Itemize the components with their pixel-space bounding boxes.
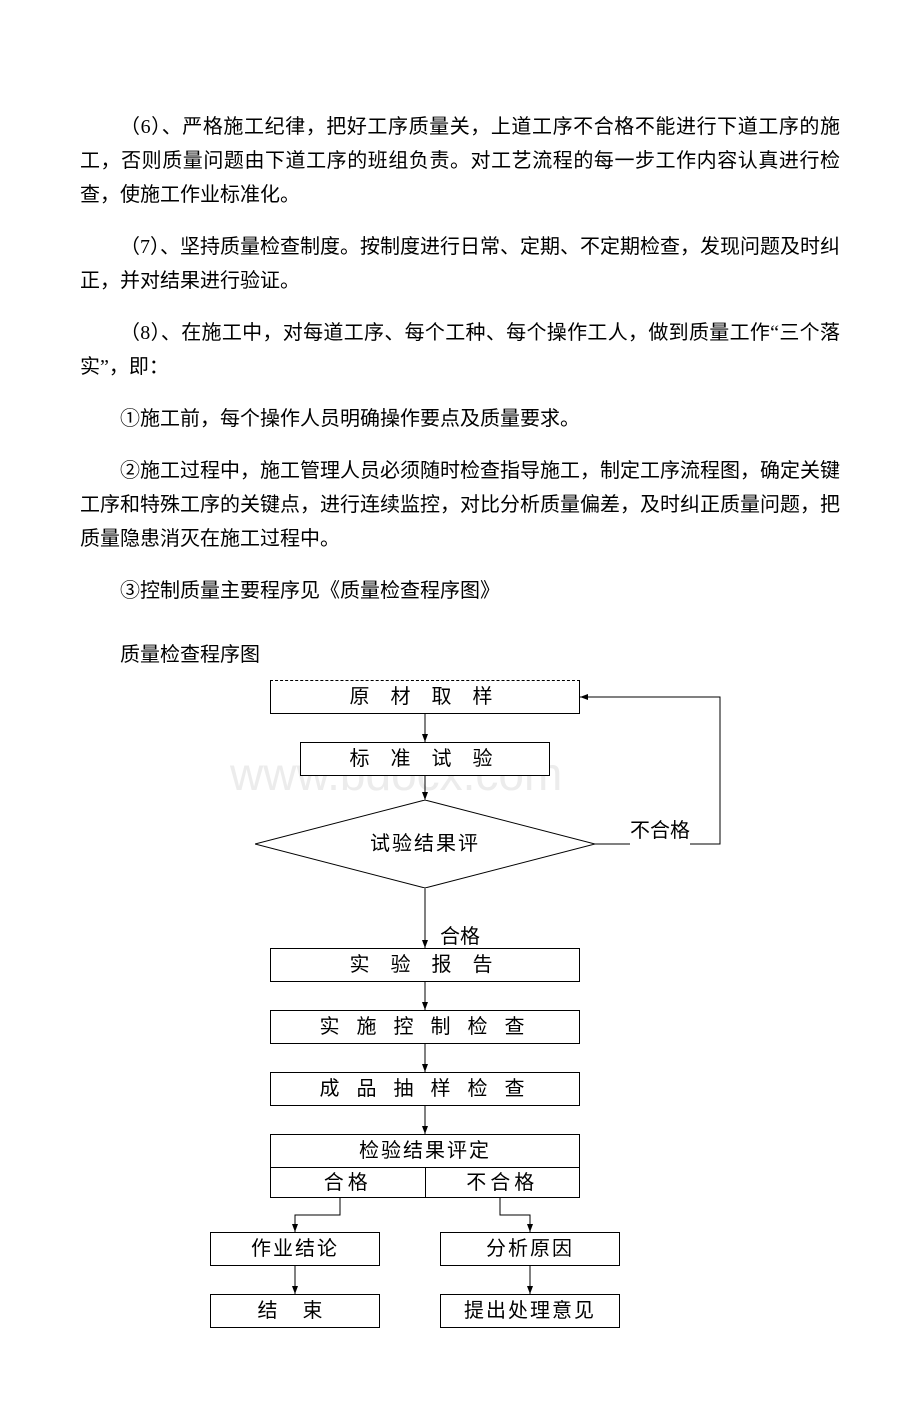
node-test-result-evaluation: 试验结果评 (255, 800, 595, 888)
split-fail: 不合格 (426, 1168, 580, 1197)
paragraph-8b: ②施工过程中，施工管理人员必须随时检查指导施工，制定工序流程图，确定关键工序和特… (80, 454, 840, 556)
node-end: 结 束 (210, 1294, 380, 1328)
node-product-sampling-inspection: 成 品 抽 样 检 查 (270, 1072, 580, 1106)
diamond-label: 试验结果评 (255, 800, 595, 888)
node-inspection-result-assessment: 检验结果评定 (270, 1134, 580, 1168)
node-operation-conclusion: 作业结论 (210, 1232, 380, 1266)
split-pass: 合格 (271, 1168, 425, 1197)
node-pass-fail-split: 合格 不合格 (270, 1168, 580, 1198)
flowchart-title: 质量检查程序图 (80, 638, 840, 672)
paragraph-7: （7）、坚持质量检查制度。按制度进行日常、定期、不定期检查，发现问题及时纠正，并… (80, 230, 840, 298)
paragraph-8: （8）、在施工中，对每道工序、每个工种、每个操作工人，做到质量工作“三个落实”，… (80, 316, 840, 384)
node-propose-handling-opinion: 提出处理意见 (440, 1294, 620, 1328)
node-analyze-cause: 分析原因 (440, 1232, 620, 1266)
node-implement-control-inspection: 实 施 控 制 检 查 (270, 1010, 580, 1044)
node-standard-test: 标 准 试 验 (300, 742, 550, 776)
node-experiment-report: 实 验 报 告 (270, 948, 580, 982)
paragraph-8a: ①施工前，每个操作人员明确操作要点及质量要求。 (80, 402, 840, 436)
edge-label-fail: 不合格 (630, 814, 690, 848)
paragraph-6: （6）、严格施工纪律，把好工序质量关，上道工序不合格不能进行下道工序的施工，否则… (80, 110, 840, 212)
quality-inspection-flowchart: www.bdocx.com (140, 680, 900, 1360)
node-raw-material-sampling: 原 材 取 样 (270, 680, 580, 714)
paragraph-8c: ③控制质量主要程序见《质量检查程序图》 (80, 574, 840, 608)
